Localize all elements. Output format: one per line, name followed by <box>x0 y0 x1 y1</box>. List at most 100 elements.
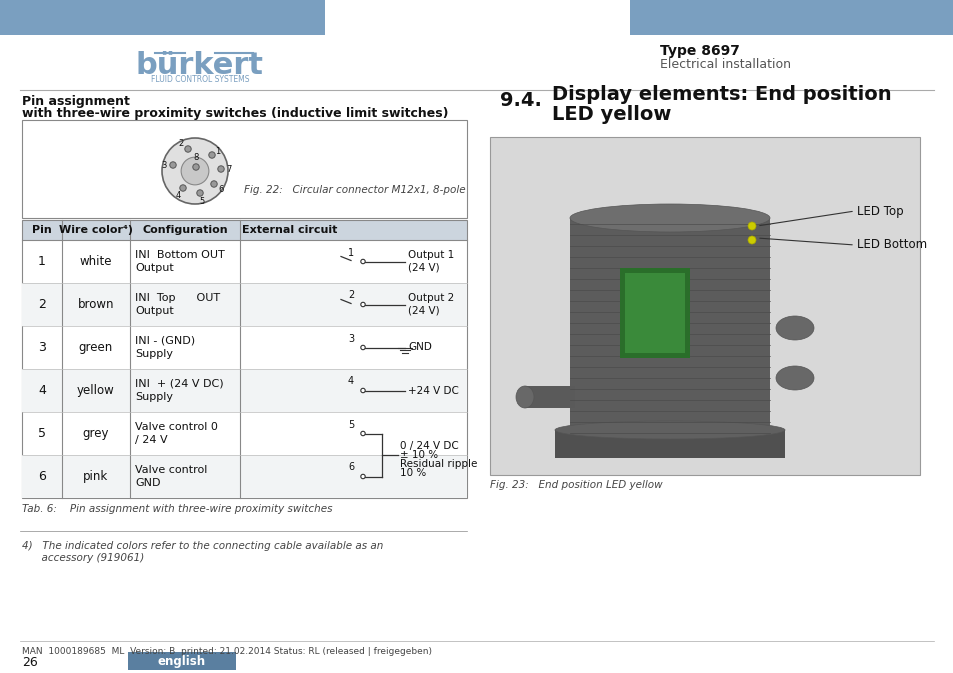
Text: yellow: yellow <box>77 384 114 397</box>
Text: MAN  1000189685  ML  Version: B  printed: 21.02.2014 Status: RL (released | frei: MAN 1000189685 ML Version: B printed: 21… <box>22 647 432 656</box>
Circle shape <box>217 166 224 172</box>
Text: LED Bottom: LED Bottom <box>856 238 926 252</box>
Text: FLUID CONTROL SYSTEMS: FLUID CONTROL SYSTEMS <box>151 75 249 83</box>
Text: Wire color⁴): Wire color⁴) <box>59 225 132 235</box>
Text: 26: 26 <box>22 656 38 670</box>
Text: 9.4.: 9.4. <box>499 92 541 110</box>
Text: 7: 7 <box>226 164 232 174</box>
Text: bürkert: bürkert <box>136 50 264 79</box>
Text: INI  Top      OUT
Output: INI Top OUT Output <box>135 293 220 316</box>
Text: 2: 2 <box>348 291 354 301</box>
Bar <box>490 137 919 475</box>
Text: Tab. 6:    Pin assignment with three-wire proximity switches: Tab. 6: Pin assignment with three-wire p… <box>22 504 333 514</box>
Bar <box>0 0 325 35</box>
Text: 10 %: 10 % <box>399 468 426 478</box>
Text: LED yellow: LED yellow <box>552 106 671 125</box>
Circle shape <box>170 162 176 168</box>
Ellipse shape <box>555 421 784 439</box>
Text: 4: 4 <box>175 190 180 199</box>
Circle shape <box>360 388 365 393</box>
Ellipse shape <box>569 204 769 232</box>
Text: 0 / 24 V DC: 0 / 24 V DC <box>399 441 458 451</box>
Text: Pin assignment: Pin assignment <box>22 94 130 108</box>
Text: 2: 2 <box>178 139 183 147</box>
Circle shape <box>747 222 755 230</box>
Ellipse shape <box>775 366 813 390</box>
Text: english: english <box>158 655 206 668</box>
Circle shape <box>360 431 365 435</box>
Text: INI  + (24 V DC)
Supply: INI + (24 V DC) Supply <box>135 379 223 402</box>
Circle shape <box>162 138 228 204</box>
Text: Valve control
GND: Valve control GND <box>135 465 207 488</box>
Circle shape <box>360 474 365 479</box>
Bar <box>569 218 769 438</box>
Bar <box>619 268 689 358</box>
Text: 5: 5 <box>38 427 46 440</box>
Text: 4: 4 <box>38 384 46 397</box>
Text: 6: 6 <box>38 470 46 483</box>
Text: INI - (GND)
Supply: INI - (GND) Supply <box>135 336 195 359</box>
Text: green: green <box>79 341 113 354</box>
Bar <box>22 120 467 218</box>
Text: +24 V DC: +24 V DC <box>408 386 458 396</box>
Text: Fig. 23:   End position LED yellow: Fig. 23: End position LED yellow <box>490 480 662 490</box>
Text: grey: grey <box>83 427 110 440</box>
Circle shape <box>211 181 217 187</box>
Text: 4: 4 <box>348 376 354 386</box>
Text: 1: 1 <box>215 147 220 155</box>
Text: pink: pink <box>83 470 109 483</box>
Bar <box>629 0 953 35</box>
Text: Type 8697: Type 8697 <box>659 44 740 58</box>
Text: LED Top: LED Top <box>856 205 902 217</box>
Text: Valve control 0
/ 24 V: Valve control 0 / 24 V <box>135 422 217 445</box>
Circle shape <box>193 164 199 170</box>
Text: 1: 1 <box>38 255 46 268</box>
Text: GND: GND <box>408 343 432 353</box>
Ellipse shape <box>516 386 534 408</box>
Text: Residual ripple: Residual ripple <box>399 459 476 469</box>
Text: 4)   The indicated colors refer to the connecting cable available as an: 4) The indicated colors refer to the con… <box>22 541 383 551</box>
Text: 2: 2 <box>38 298 46 311</box>
Text: Fig. 22:   Circular connector M12x1, 8-pole: Fig. 22: Circular connector M12x1, 8-pol… <box>244 185 465 195</box>
Text: ± 10 %: ± 10 % <box>399 450 437 460</box>
Text: Pin: Pin <box>32 225 51 235</box>
Circle shape <box>360 302 365 307</box>
Bar <box>22 455 467 498</box>
Circle shape <box>196 190 203 197</box>
Text: INI  Bottom OUT
Output: INI Bottom OUT Output <box>135 250 225 273</box>
Text: white: white <box>80 255 112 268</box>
Circle shape <box>360 259 365 264</box>
Bar <box>624 273 684 353</box>
Circle shape <box>181 157 209 185</box>
Text: 3: 3 <box>161 160 167 170</box>
Circle shape <box>747 236 755 244</box>
Circle shape <box>209 152 215 158</box>
Bar <box>22 220 467 240</box>
Bar <box>555 430 784 458</box>
Bar <box>524 386 575 408</box>
Text: Output 1
(24 V): Output 1 (24 V) <box>408 250 454 273</box>
Text: accessory (919061): accessory (919061) <box>22 553 144 563</box>
Text: Electrical installation: Electrical installation <box>659 57 790 71</box>
Circle shape <box>360 345 365 350</box>
Circle shape <box>179 185 186 191</box>
Text: 6: 6 <box>218 184 223 194</box>
Text: 3: 3 <box>38 341 46 354</box>
Text: 6: 6 <box>348 462 354 472</box>
Text: 1: 1 <box>348 248 354 258</box>
Text: Configuration: Configuration <box>142 225 228 235</box>
Text: Display elements: End position: Display elements: End position <box>552 85 891 104</box>
Text: 5: 5 <box>348 419 354 429</box>
Bar <box>22 220 467 498</box>
Bar <box>128 652 235 670</box>
Bar <box>22 283 467 326</box>
Text: 8: 8 <box>193 153 198 162</box>
Text: 3: 3 <box>348 334 354 343</box>
Text: with three-wire proximity switches (inductive limit switches): with three-wire proximity switches (indu… <box>22 108 448 120</box>
Circle shape <box>185 146 191 152</box>
Text: Output 2
(24 V): Output 2 (24 V) <box>408 293 454 316</box>
Ellipse shape <box>775 316 813 340</box>
Text: 5: 5 <box>199 197 204 205</box>
Bar <box>22 369 467 412</box>
Text: brown: brown <box>77 298 114 311</box>
